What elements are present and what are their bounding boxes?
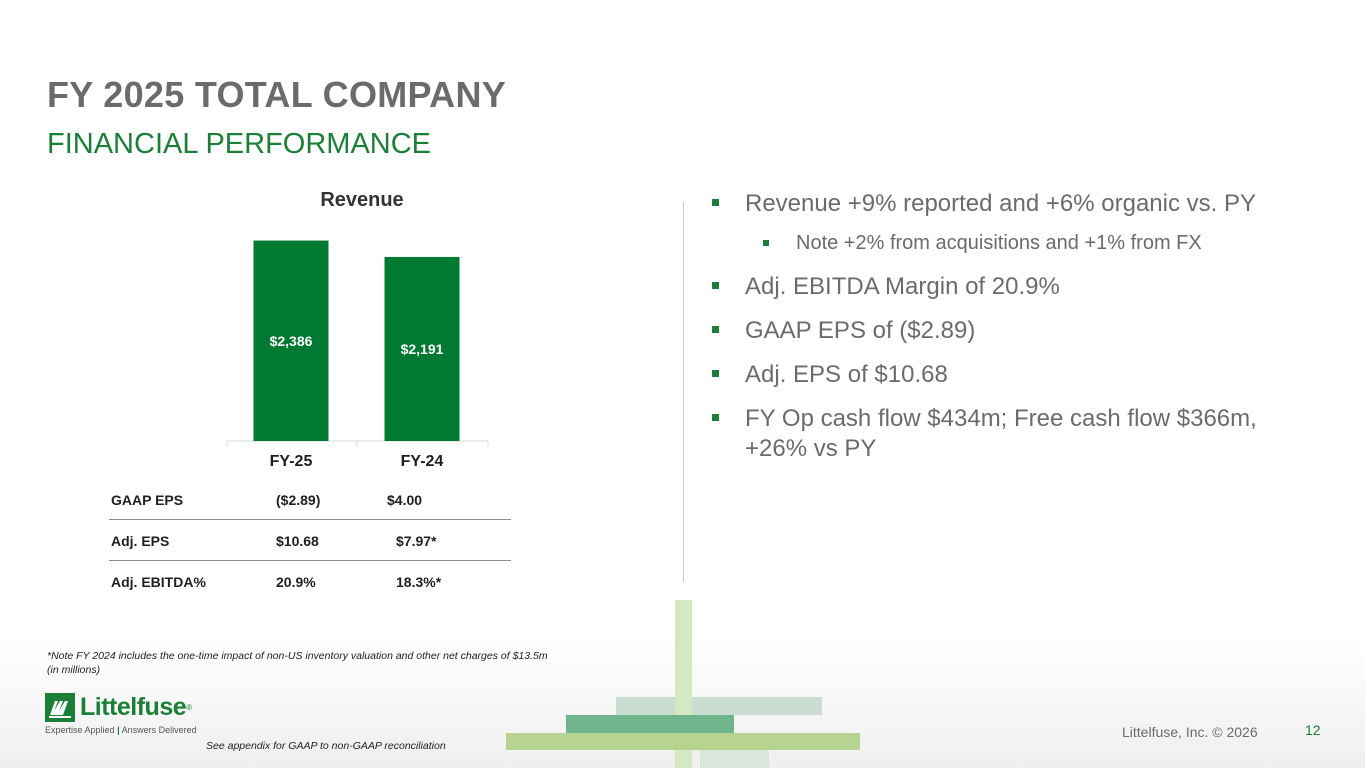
tagline-separator: | <box>117 725 120 735</box>
vertical-divider <box>683 202 684 582</box>
metric-value-fy25: 20.9% <box>276 574 316 590</box>
bullet-text: Adj. EPS of $10.68 <box>745 361 948 388</box>
decorative-block <box>566 715 734 733</box>
metric-label: GAAP EPS <box>111 492 184 508</box>
tagline-right: Answers Delivered <box>121 725 197 735</box>
chart-title: Revenue <box>320 189 404 211</box>
bullet-item: GAAP EPS of ($2.89) <box>712 316 1272 346</box>
square-bullet-icon <box>712 414 719 421</box>
bullet-list: Revenue +9% reported and +6% organic vs.… <box>712 189 1272 478</box>
metric-label: Adj. EBITDA% <box>111 574 206 590</box>
bullet-text: Note +2% from acquisitions and +1% from … <box>796 232 1202 254</box>
bullet-item: Adj. EBITDA Margin of 20.9% <box>712 272 1272 302</box>
bullet-text: Adj. EBITDA Margin of 20.9% <box>745 273 1060 300</box>
metric-label: Adj. EPS <box>111 533 170 549</box>
page-number: 12 <box>1305 722 1321 738</box>
logo-tagline: Expertise Applied | Answers Delivered <box>45 725 197 735</box>
metric-value-fy24: $7.97* <box>396 533 437 549</box>
metric-value-fy24: 18.3%* <box>396 574 442 590</box>
copyright: Littelfuse, Inc. © 2026 <box>1122 724 1258 740</box>
table-row: Adj. EPS $10.68 $7.97* <box>109 520 511 561</box>
footnote-line: *Note FY 2024 includes the one-time impa… <box>47 650 548 662</box>
footnote: *Note FY 2024 includes the one-time impa… <box>47 649 548 677</box>
metric-value-fy25: ($2.89) <box>276 492 321 508</box>
decorative-block <box>506 733 860 750</box>
bullet-text: FY Op cash flow $434m; Free cash flow $3… <box>745 405 1257 462</box>
metrics-table: GAAP EPS ($2.89) $4.00 Adj. EPS $10.68 $… <box>109 479 511 601</box>
table-row: GAAP EPS ($2.89) $4.00 <box>109 479 511 520</box>
metric-value-fy25: $10.68 <box>276 533 319 549</box>
decorative-block <box>616 697 822 715</box>
revenue-bar-fy-24 <box>384 256 460 441</box>
footnote-line: (in millions) <box>47 664 101 676</box>
registered-mark: ® <box>186 703 193 712</box>
square-bullet-icon <box>712 199 719 206</box>
slide-title: FY 2025 TOTAL COMPANY <box>47 74 507 115</box>
square-bullet-icon <box>712 282 719 289</box>
bullet-item: Adj. EPS of $10.68 <box>712 360 1272 390</box>
bar-data-label: $2,386 <box>270 333 313 349</box>
slide-subtitle: FINANCIAL PERFORMANCE <box>47 128 432 160</box>
company-logo: Littelfuse ® Expertise Applied | Answers … <box>45 693 197 735</box>
revenue-bar-chart: $2,386 $2,191 <box>226 240 489 447</box>
square-bullet-icon <box>712 370 719 377</box>
category-label-fy25: FY-25 <box>269 453 313 470</box>
square-bullet-icon <box>712 326 719 333</box>
littelfuse-logo-icon <box>45 693 75 722</box>
bullet-item: Revenue +9% reported and +6% organic vs.… <box>712 189 1272 219</box>
tagline-left: Expertise Applied <box>45 725 115 735</box>
sub-bullet-item: Note +2% from acquisitions and +1% from … <box>712 231 1216 256</box>
revenue-bar-fy-25 <box>253 240 329 441</box>
table-row: Adj. EBITDA% 20.9% 18.3%* <box>109 561 511 601</box>
bar-data-label: $2,191 <box>401 341 444 357</box>
metric-value-fy24: $4.00 <box>387 492 423 508</box>
appendix-note: See appendix for GAAP to non-GAAP reconc… <box>206 740 446 752</box>
decorative-block <box>700 750 769 768</box>
category-label-fy24: FY-24 <box>400 453 444 470</box>
bullet-text: Revenue +9% reported and +6% organic vs.… <box>745 190 1256 217</box>
bullet-item: FY Op cash flow $434m; Free cash flow $3… <box>712 404 1272 464</box>
bullet-text: GAAP EPS of ($2.89) <box>745 317 976 344</box>
logo-wordmark: Littelfuse <box>80 693 187 721</box>
square-bullet-icon <box>763 240 769 246</box>
